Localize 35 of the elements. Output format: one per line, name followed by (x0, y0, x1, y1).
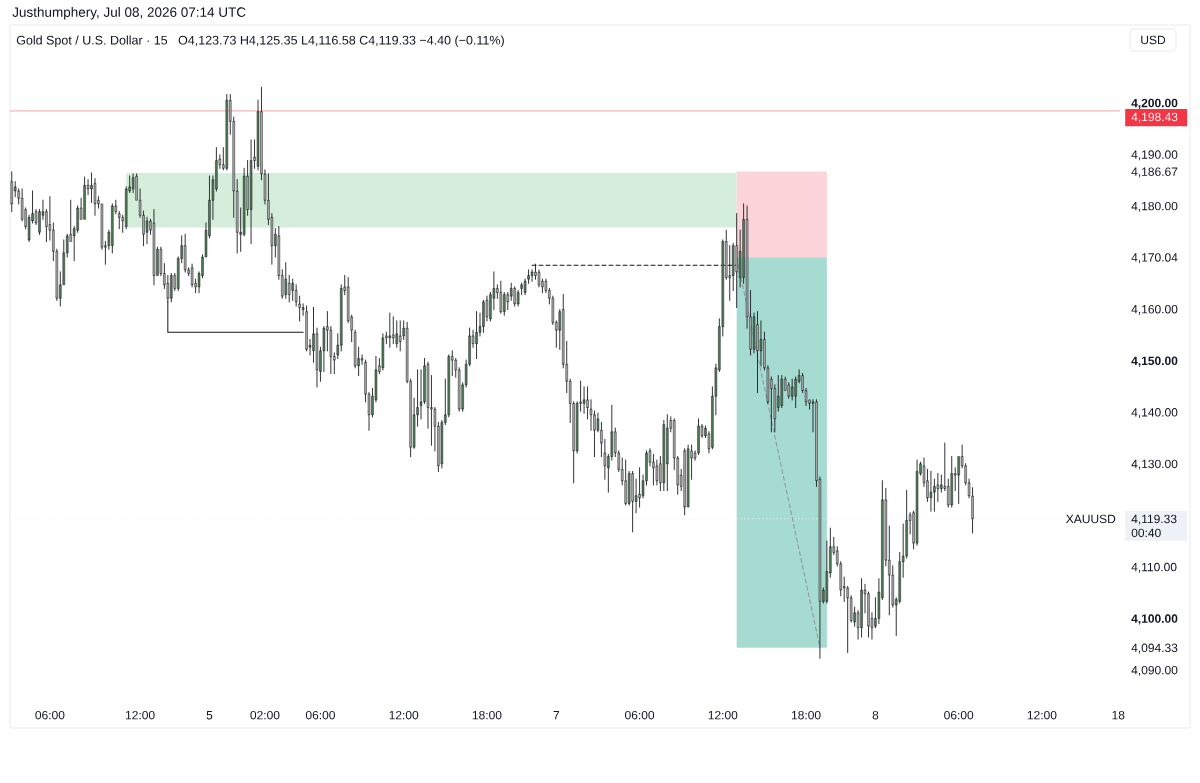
y-tick-label: 4,100.00 (1131, 614, 1178, 625)
x-tick-label: 5 (206, 711, 213, 720)
x-tick-label: 06:00 (944, 710, 974, 720)
x-tick-label: 8 (872, 710, 879, 720)
y-tick-label: 4,110.00 (1131, 562, 1177, 573)
annotation: XAUUSD (1066, 514, 1116, 524)
x-tick-label: 18:00 (472, 710, 502, 720)
x-tick-label: 12:00 (1027, 710, 1057, 720)
y-axis-title: USD (1141, 35, 1166, 45)
x-tick-label: 02:00 (250, 710, 280, 720)
y-tick-label: 4,140.00 (1131, 408, 1178, 419)
y-tick-label: 4,186.67 (1131, 167, 1178, 178)
x-tick-label: 06:00 (305, 710, 335, 720)
x-tick-label: 18:00 (791, 710, 821, 720)
y-tick-label: 4,160.00 (1131, 305, 1178, 315)
y-tick-label: 4,130.00 (1131, 459, 1178, 470)
x-tick-label: 7 (553, 711, 560, 720)
ref-line-label: 4,119.33 00:40 (1131, 514, 1177, 538)
x-tick-label: 06:00 (35, 710, 65, 720)
x-tick-label: 06:00 (625, 710, 655, 720)
y-tick-label: 4,180.00 (1131, 201, 1178, 212)
y-tick-label: 4,200.00 (1131, 98, 1178, 109)
ref-line-label: 4,198.43 (1131, 112, 1178, 123)
x-tick-label: 12:00 (708, 710, 738, 720)
y-tick-label: 4,170.04 (1131, 253, 1178, 264)
y-tick-label: 4,150.00 (1131, 356, 1178, 367)
text: Gold Spot / U.S. Dollar · 15 (16, 35, 168, 48)
x-tick-label: 12:00 (125, 710, 155, 720)
x-tick-label: 18 (1112, 710, 1125, 720)
y-tick-label: 4,094.33 (1131, 643, 1178, 654)
text: O4,123.73 H4,125.35 L4,116.58 C4,119.33 −4.40 (−0.11%) (178, 35, 504, 48)
text: Justhumphery, Jul 08, 2026 07:14 UTC (12, 7, 246, 20)
y-tick-label: 4,190.00 (1131, 150, 1178, 161)
y-tick-label: 4,090.00 (1131, 665, 1178, 676)
x-tick-label: 12:00 (389, 710, 419, 720)
